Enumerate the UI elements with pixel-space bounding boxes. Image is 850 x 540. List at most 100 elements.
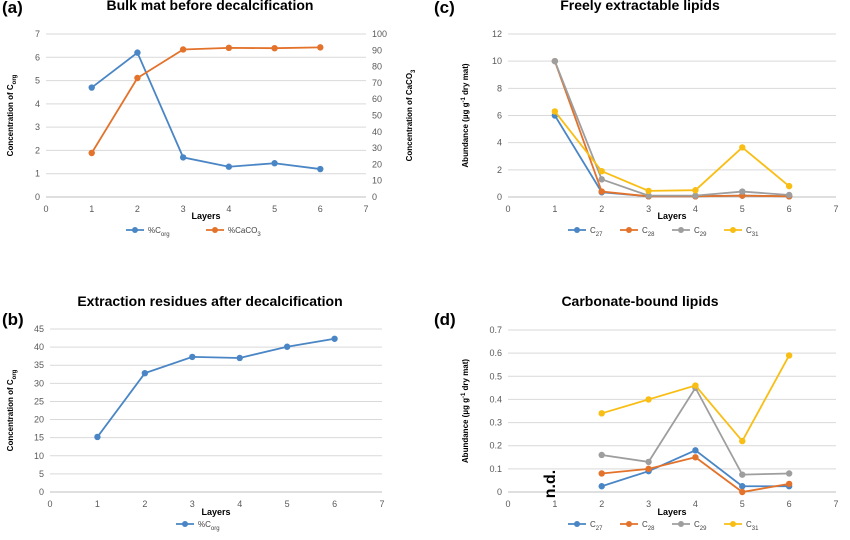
data-point [236, 354, 243, 362]
legend-swatch-marker [626, 521, 632, 527]
data-point [692, 447, 699, 454]
panel-c-label: (c) [434, 0, 455, 17]
x-tick-label: 7 [379, 499, 384, 509]
y2-tick-label: 80 [372, 62, 382, 72]
data-point [225, 44, 233, 52]
y-tick-label: 0.7 [489, 325, 502, 335]
y-tick-label: 7 [35, 29, 40, 39]
x-axis-label: Layers [657, 211, 686, 221]
x-tick-label: 0 [43, 204, 48, 214]
data-point [645, 458, 652, 466]
x-tick-label: 2 [599, 204, 604, 214]
legend-item: C27 [568, 226, 603, 238]
x-axis-label: Layers [201, 507, 230, 517]
y-tick-label: 1 [35, 169, 40, 179]
chart-d: 0 0.1 0.2 0.3 0.4 0.5 0.6 0.7 0 1 2 3 4 5 6 7 Layers Abun… [461, 325, 839, 532]
data-point [189, 353, 196, 361]
x-tick-label: 0 [505, 204, 510, 214]
x-tick-label: 5 [285, 499, 290, 509]
data-point [598, 188, 605, 195]
y-axis-label: Concentration of Corg [6, 369, 18, 451]
data-point [692, 382, 699, 389]
legend-swatch-marker [574, 227, 580, 233]
legend-item: %Corg [126, 226, 170, 238]
y-tick-label: 6 [35, 52, 40, 62]
x-tick-label: 6 [332, 499, 337, 509]
y2-tick-label: 30 [372, 143, 382, 153]
y2-tick-label: 90 [372, 45, 382, 55]
y-tick-label: 0 [497, 487, 502, 497]
legend-swatch-marker [678, 227, 684, 233]
x-tick-label: 4 [693, 499, 698, 509]
x-tick-label: 6 [787, 499, 792, 509]
legend-item: C28 [620, 520, 655, 532]
y2-axis-label: Concentration of CaCO3 [405, 69, 417, 161]
y-tick-label: 5 [39, 469, 44, 479]
data-point [739, 471, 746, 478]
data-point [785, 182, 793, 190]
x-tick-label: 7 [363, 204, 368, 214]
series-line-org [96, 337, 335, 438]
legend-label: C31 [746, 520, 759, 532]
data-point [94, 433, 101, 441]
legend-label: %Corg [198, 520, 220, 532]
y-tick-label: 20 [34, 415, 44, 425]
legend-label: C31 [746, 226, 759, 238]
x-tick-label: 2 [142, 499, 147, 509]
series-line-28 [554, 60, 790, 198]
x-tick-label: 3 [646, 499, 651, 509]
y-tick-label: 40 [34, 342, 44, 352]
data-point [739, 437, 746, 445]
y2-tick-label: 70 [372, 78, 382, 88]
y-tick-label: 5 [35, 76, 40, 86]
data-point [692, 187, 699, 194]
x-tick-label: 6 [787, 204, 792, 214]
legend-item: C28 [620, 226, 655, 238]
legend-swatch-marker [132, 227, 138, 233]
legend-item: %CaCO3 [206, 226, 261, 238]
x-axis-label: Layers [657, 507, 686, 517]
data-point [785, 191, 793, 199]
data-point [598, 451, 605, 459]
panel-a-title: Bulk mat before decalcification [106, 0, 314, 13]
series-line-3 [90, 46, 321, 154]
y-tick-label: 45 [34, 324, 44, 334]
x-tick-label: 5 [272, 204, 277, 214]
y-tick-label: 10 [34, 451, 44, 461]
x-tick-label: 5 [740, 204, 745, 214]
panel-b-label: (b) [2, 310, 24, 329]
y2-tick-label: 60 [372, 94, 382, 104]
y-tick-label: 8 [497, 83, 502, 93]
y-tick-label: 0.3 [489, 418, 502, 428]
data-point [645, 396, 652, 403]
legend-label: C27 [590, 520, 603, 532]
legend-item: C31 [724, 520, 759, 532]
y-tick-label: 0.2 [489, 441, 502, 451]
x-tick-label: 3 [190, 499, 195, 509]
data-point [692, 454, 699, 461]
y-tick-label: 25 [34, 396, 44, 406]
data-point [598, 410, 605, 417]
legend-label: C29 [694, 226, 707, 238]
panel-c-title: Freely extractable lipids [560, 0, 720, 13]
data-point [134, 74, 141, 82]
y-tick-label: 4 [35, 99, 40, 109]
y-tick-label: 2 [35, 145, 40, 155]
legend-label: C27 [590, 226, 603, 238]
legend-item: C31 [724, 226, 759, 238]
y-tick-label: 35 [34, 360, 44, 370]
legend-swatch-marker [626, 227, 632, 233]
y-tick-label: 0.4 [489, 394, 502, 404]
y-tick-label: 2 [497, 165, 502, 175]
x-tick-label: 6 [318, 204, 323, 214]
data-point [785, 480, 793, 488]
y-tick-label: 15 [34, 433, 44, 443]
series-line-31 [601, 355, 790, 443]
data-point [598, 167, 605, 175]
data-point [692, 192, 699, 199]
data-point [739, 188, 746, 195]
data-point [645, 192, 652, 199]
legend-swatch-marker [182, 521, 188, 527]
data-point [88, 84, 95, 91]
data-point [283, 343, 291, 350]
